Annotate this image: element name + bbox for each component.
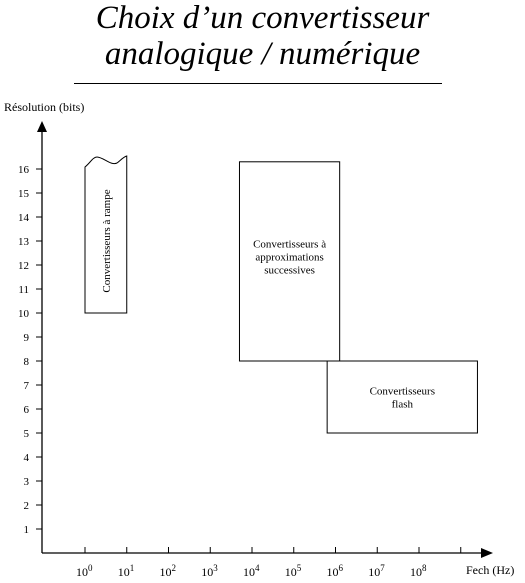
x-axis-arrowhead [481, 548, 493, 558]
y-tick-label: 9 [24, 332, 30, 344]
y-tick-label: 8 [24, 356, 30, 368]
region-label-rampe: Convertisseurs à rampe [101, 189, 113, 292]
x-tick-label: 100 [76, 563, 93, 579]
y-tick-label: 6 [24, 404, 30, 416]
y-tick-label: 11 [18, 284, 29, 296]
region-label-approx: approximations [255, 251, 323, 263]
y-axis-arrowhead [37, 121, 47, 132]
y-tick-label: 3 [24, 476, 30, 488]
region-rampe [84, 155, 128, 314]
x-tick-label: 105 [285, 563, 302, 579]
x-axis-label: Fech (Hz) [466, 563, 515, 577]
title-line-2: analogique / numérique [104, 36, 421, 72]
x-tick-label: 102 [160, 563, 177, 579]
title-underline [74, 83, 442, 84]
y-tick-label: 10 [18, 308, 30, 320]
x-tick-label: 103 [201, 563, 218, 579]
x-tick-label: 108 [410, 563, 427, 579]
y-tick-label: 7 [24, 380, 30, 392]
region-label-approx: successives [264, 264, 315, 276]
y-tick-label: 1 [24, 524, 30, 536]
region-approx [238, 161, 341, 362]
y-tick-label: 15 [18, 188, 30, 200]
title-line-1: Choix d’un convertisseur [95, 0, 430, 36]
y-tick-label: 5 [24, 428, 30, 440]
x-tick-label: 106 [327, 563, 344, 579]
region-label-approx: Convertisseurs à [253, 238, 326, 250]
y-tick-label: 2 [24, 500, 30, 512]
y-tick-label: 12 [18, 260, 29, 272]
region-label-flash: Convertisseurs [370, 386, 435, 398]
y-tick-label: 13 [18, 236, 30, 248]
region-label-flash: flash [392, 399, 414, 411]
x-tick-label: 101 [118, 563, 135, 579]
y-tick-label: 4 [24, 452, 30, 464]
y-tick-label: 14 [18, 212, 30, 224]
y-tick-label: 16 [18, 164, 30, 176]
x-tick-label: 107 [368, 563, 385, 579]
region-flash [326, 360, 478, 434]
y-axis-label: Résolution (bits) [4, 100, 85, 114]
x-tick-label: 104 [243, 563, 260, 579]
